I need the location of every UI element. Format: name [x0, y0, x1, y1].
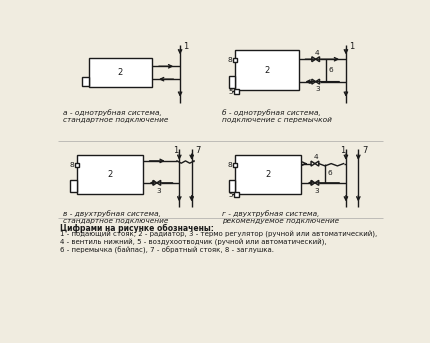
Bar — [229, 76, 235, 88]
Text: 5: 5 — [229, 89, 233, 95]
Text: 2: 2 — [265, 170, 270, 179]
Text: 8: 8 — [227, 162, 232, 168]
Bar — [77, 155, 143, 193]
Text: 1: 1 — [183, 42, 188, 51]
Bar — [75, 163, 79, 167]
Text: 4: 4 — [314, 154, 319, 161]
Bar — [82, 77, 89, 86]
Bar — [71, 180, 77, 192]
Text: 7: 7 — [362, 146, 367, 155]
Text: 4 - вентиль нижний, 5 - воздухоотводчик (ручной или автоматический),: 4 - вентиль нижний, 5 - воздухоотводчик … — [60, 239, 326, 246]
Text: 1: 1 — [349, 42, 354, 51]
Bar — [235, 155, 301, 193]
Text: 2: 2 — [264, 66, 270, 75]
Bar — [89, 58, 152, 87]
Text: 8: 8 — [69, 162, 74, 168]
Text: а - однотрубная система,
стандартное подключение: а - однотрубная система, стандартное под… — [63, 109, 169, 123]
Text: 1: 1 — [340, 146, 345, 155]
Text: 5: 5 — [229, 192, 233, 198]
Text: в - двухтрубная система,
стандартное подключение: в - двухтрубная система, стандартное под… — [63, 211, 169, 224]
Text: 6: 6 — [327, 170, 332, 176]
Bar — [235, 50, 299, 91]
Text: 8: 8 — [227, 57, 232, 63]
Text: 2: 2 — [108, 170, 113, 179]
Text: 3: 3 — [156, 188, 161, 193]
Text: 3: 3 — [314, 188, 319, 193]
Bar — [234, 89, 239, 94]
Text: 6 - перемычка (байпас), 7 - обратный стояк, 8 - заглушка.: 6 - перемычка (байпас), 7 - обратный сто… — [60, 247, 274, 254]
Bar — [233, 163, 237, 167]
Text: 1: 1 — [174, 146, 179, 155]
Text: 2: 2 — [118, 68, 123, 77]
Bar — [228, 180, 235, 192]
Text: г - двухтрубная система,
рекомендуемое подключение: г - двухтрубная система, рекомендуемое п… — [222, 211, 339, 224]
Text: б - однотрубная система,
подключение с перемычкой: б - однотрубная система, подключение с п… — [222, 109, 332, 123]
Text: Цифрами на рисунке обозначены:: Цифрами на рисунке обозначены: — [60, 224, 214, 233]
Bar — [234, 192, 239, 197]
Text: 4: 4 — [315, 50, 319, 56]
Bar — [233, 59, 237, 62]
Text: 7: 7 — [195, 146, 200, 155]
Text: 6: 6 — [328, 68, 333, 73]
Text: 1 - подающий стояк, 2 - радиатор, 3 - термо регулятор (ручной или автоматический: 1 - подающий стояк, 2 - радиатор, 3 - те… — [60, 231, 377, 238]
Text: 3: 3 — [315, 86, 319, 92]
